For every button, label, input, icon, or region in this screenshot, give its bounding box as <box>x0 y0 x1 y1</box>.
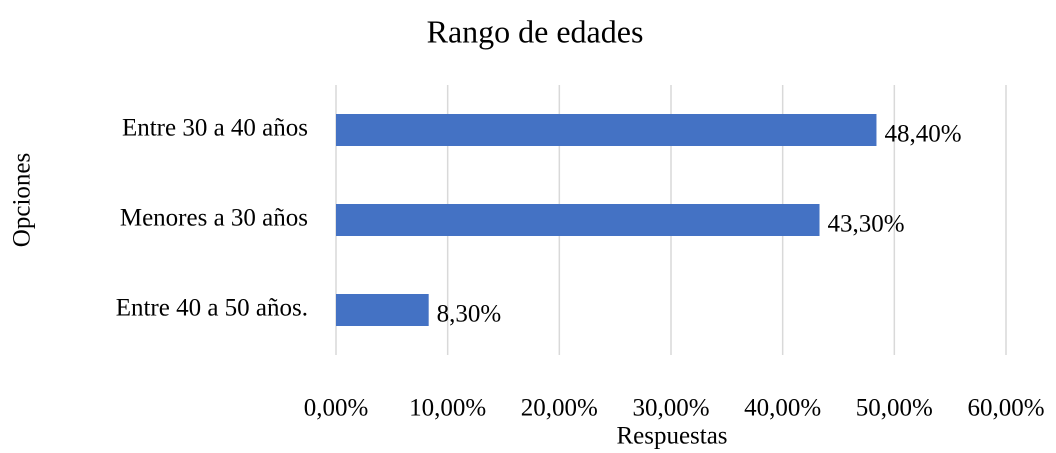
value-label: 43,30% <box>828 211 905 238</box>
y-tick-label: Entre 30 a 40 años <box>122 115 308 142</box>
chart-title: Rango de edades <box>427 13 644 49</box>
x-axis-label: Respuestas <box>616 423 727 450</box>
x-tick-label: 0,00% <box>304 395 369 422</box>
y-tick-label: Menores a 30 años <box>120 205 308 232</box>
x-tick-label: 10,00% <box>409 395 486 422</box>
x-tick-label: 30,00% <box>632 395 709 422</box>
x-tick-label: 40,00% <box>744 395 821 422</box>
bar <box>336 114 877 146</box>
value-label: 48,40% <box>884 121 961 148</box>
x-tick-label: 60,00% <box>967 395 1044 422</box>
value-label: 8,30% <box>437 301 502 328</box>
x-tick-label: 20,00% <box>521 395 598 422</box>
y-tick-label: Entre 40 a 50 años. <box>116 295 308 322</box>
bar <box>336 294 429 326</box>
y-axis-label: Opciones <box>9 153 36 247</box>
bar <box>336 204 820 236</box>
x-tick-label: 50,00% <box>856 395 933 422</box>
